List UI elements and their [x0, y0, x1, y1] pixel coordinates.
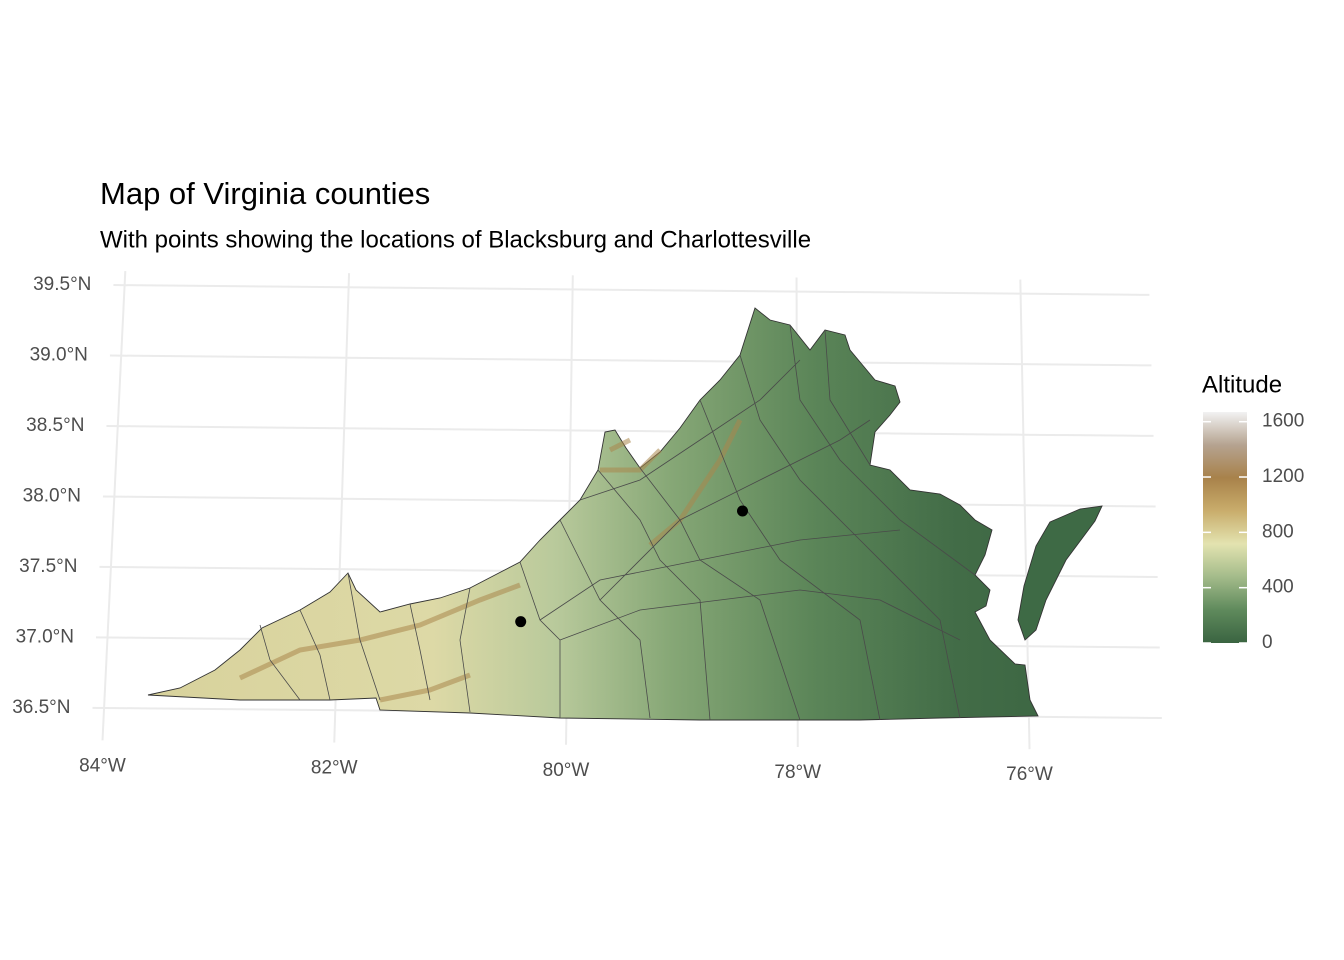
state-outline	[147, 307, 1039, 721]
legend-tick-label: 1600	[1262, 411, 1304, 432]
y-tick-label: 39.0°N	[30, 345, 88, 366]
y-tick-label: 37.0°N	[16, 626, 74, 647]
x-tick-label: 80°W	[543, 760, 590, 781]
grid-line	[106, 424, 1154, 437]
map-subtitle: With points showing the locations of Bla…	[100, 226, 811, 253]
grid-line	[113, 284, 1150, 296]
grid-line	[1019, 279, 1031, 750]
county-lines	[259, 324, 976, 721]
grid-line	[109, 354, 1152, 367]
y-tick-label: 39.5°N	[33, 274, 91, 295]
legend-tick-label: 0	[1262, 632, 1273, 653]
city-point	[737, 505, 749, 517]
x-tick-label: 84°W	[79, 755, 126, 776]
x-tick-label: 82°W	[311, 758, 358, 779]
legend-tick-label: 400	[1262, 577, 1294, 598]
legend-title: Altitude	[1202, 371, 1282, 398]
y-tick-label: 38.5°N	[26, 415, 84, 436]
colorbar	[1203, 412, 1247, 643]
y-tick-label: 37.5°N	[19, 556, 77, 577]
map-title: Map of Virginia counties	[100, 176, 430, 211]
city-point	[515, 616, 527, 628]
y-tick-label: 36.5°N	[12, 697, 70, 718]
legend: 0 400 800 1200 1600	[1203, 411, 1304, 653]
x-tick-label: 78°W	[774, 762, 821, 783]
ridges	[238, 418, 743, 703]
legend-tick-label: 1200	[1262, 466, 1304, 487]
virginia	[147, 307, 1103, 721]
x-tick-label: 76°W	[1006, 764, 1053, 785]
legend-tick-label: 800	[1262, 521, 1294, 542]
eastern-shore	[1017, 505, 1103, 641]
city-points	[515, 505, 749, 628]
grid-line	[101, 271, 127, 741]
y-tick-label: 38.0°N	[23, 485, 81, 506]
